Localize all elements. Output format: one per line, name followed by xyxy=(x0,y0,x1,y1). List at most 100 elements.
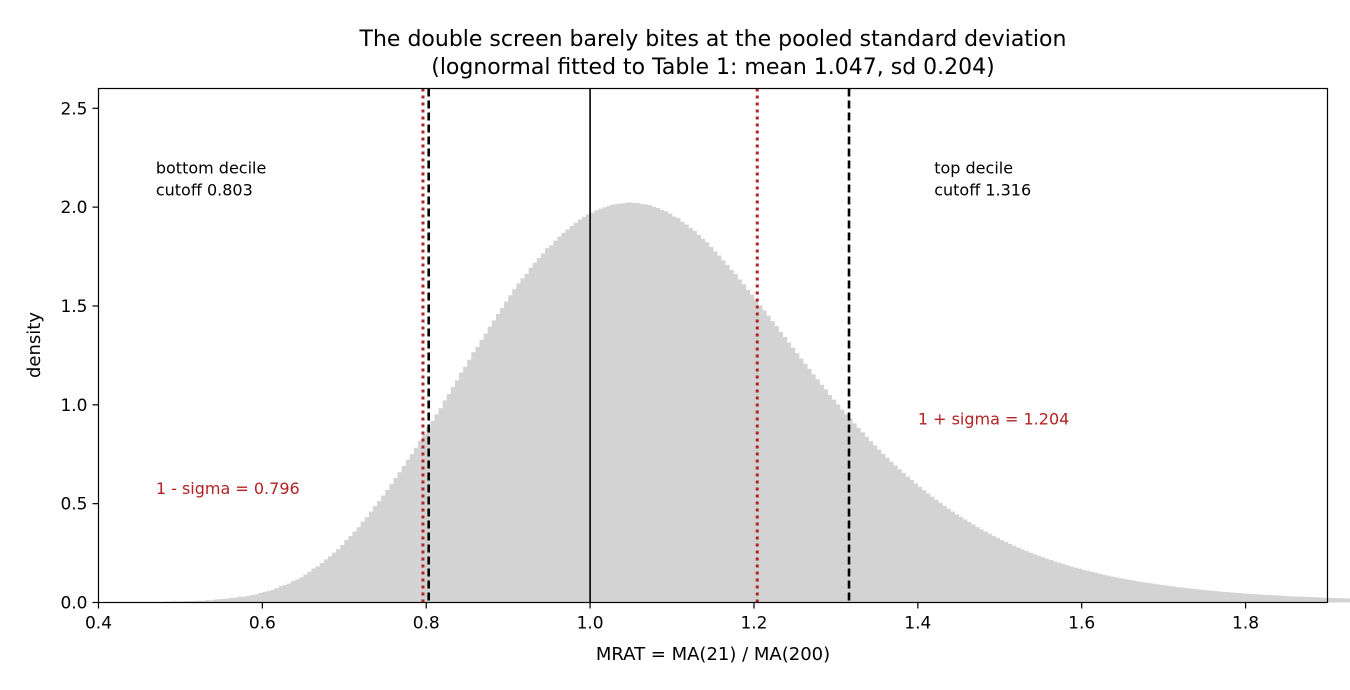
histogram-bar xyxy=(1188,588,1193,603)
histogram-bar xyxy=(254,594,259,603)
histogram-bar xyxy=(950,511,956,603)
histogram-bar xyxy=(1335,598,1341,603)
histogram-bar xyxy=(405,459,411,603)
histogram-bar xyxy=(897,469,902,603)
histogram-bar xyxy=(573,222,579,603)
histogram-bar xyxy=(221,598,226,603)
histogram-bar xyxy=(926,493,931,603)
histogram-bar xyxy=(577,219,583,603)
histogram-bar xyxy=(291,581,296,603)
histogram-bar xyxy=(794,353,800,603)
histogram-bar xyxy=(307,571,312,603)
histogram-bar xyxy=(1249,593,1255,603)
histogram-bar xyxy=(598,208,603,603)
histogram-bar xyxy=(241,596,247,603)
histogram-bar xyxy=(848,418,853,603)
histogram-bar xyxy=(930,496,935,603)
histogram-bar xyxy=(459,372,464,603)
x-axis-label: MRAT = MA(21) / MA(200) xyxy=(596,644,830,665)
histogram-bar xyxy=(811,374,816,603)
histogram-bars xyxy=(164,202,1350,603)
histogram-bar xyxy=(409,454,415,603)
histogram-bar xyxy=(1036,555,1042,603)
x-tick-label: 1.4 xyxy=(904,614,931,634)
histogram-bar xyxy=(1110,576,1115,603)
histogram-bar xyxy=(999,540,1005,603)
histogram-bar xyxy=(606,205,611,603)
histogram-bar xyxy=(266,591,271,603)
histogram-bar xyxy=(196,600,202,603)
histogram-bar xyxy=(1282,595,1287,603)
histogram-bar xyxy=(1307,596,1312,603)
histogram-bar xyxy=(835,404,841,603)
histogram-bar xyxy=(581,216,587,603)
histogram-bar xyxy=(696,234,702,603)
histogram-bar xyxy=(749,294,755,603)
histogram-bar xyxy=(1270,595,1275,603)
histogram-bar xyxy=(1057,562,1062,603)
histogram-bar xyxy=(483,333,488,603)
histogram-bar xyxy=(385,489,390,603)
histogram-bar xyxy=(762,310,767,603)
histogram-bar xyxy=(229,597,234,603)
histogram-bar xyxy=(467,359,472,603)
histogram-bar xyxy=(774,326,779,603)
histogram-bar xyxy=(442,400,448,603)
histogram-bar xyxy=(1048,559,1054,603)
histogram-bar xyxy=(758,305,763,603)
histogram-bar xyxy=(1003,542,1009,603)
histogram-bar xyxy=(909,480,915,603)
histogram-bar xyxy=(1220,591,1226,603)
histogram-bar xyxy=(250,594,255,603)
histogram-bar xyxy=(590,212,595,603)
histogram-bar xyxy=(1159,584,1164,603)
histogram-bar xyxy=(1237,593,1242,603)
histogram-bar xyxy=(1278,595,1283,603)
histogram-bar xyxy=(938,502,943,603)
histogram-bar xyxy=(680,221,685,603)
histogram-bar xyxy=(885,457,890,603)
histogram-bar xyxy=(491,320,497,603)
y-axis-label: density xyxy=(24,312,45,378)
histogram-bar xyxy=(819,384,824,603)
x-tick-label: 1.8 xyxy=(1232,614,1259,634)
histogram-bar xyxy=(1257,594,1263,603)
histogram-bar xyxy=(725,265,730,603)
histogram-bar xyxy=(454,380,460,603)
histogram-bar xyxy=(323,559,329,603)
histogram-bar xyxy=(200,600,206,603)
histogram-bar xyxy=(852,423,857,603)
histogram-bar xyxy=(524,273,529,603)
y-tick-label: 0.5 xyxy=(60,495,87,515)
histogram-bar xyxy=(1216,591,1222,603)
histogram-bar xyxy=(1229,592,1234,603)
histogram-bar xyxy=(1069,566,1074,603)
histogram-bar xyxy=(540,253,546,603)
histogram-bar xyxy=(1233,592,1238,603)
histogram-bar xyxy=(876,449,882,603)
histogram-bar xyxy=(495,313,501,603)
histogram-bar xyxy=(737,279,742,603)
histogram-bar xyxy=(1261,594,1267,603)
histogram-bar xyxy=(995,538,1001,603)
histogram-bar xyxy=(262,591,267,603)
histogram-bar xyxy=(766,315,771,603)
histogram-bar xyxy=(713,251,718,603)
histogram-bar xyxy=(1302,596,1308,603)
histogram-bar xyxy=(1175,587,1181,603)
y-tick-label: 1.5 xyxy=(60,297,87,317)
histogram-bar xyxy=(463,366,468,603)
histogram-bar xyxy=(692,231,697,603)
histogram-bar xyxy=(565,229,570,603)
histogram-bar xyxy=(381,495,386,603)
histogram-bar xyxy=(545,248,550,603)
histogram-bar xyxy=(971,524,976,603)
histogram-bar xyxy=(962,519,968,603)
histogram-bar xyxy=(1114,577,1119,603)
histogram-bar xyxy=(778,331,783,603)
histogram-bar xyxy=(389,484,394,603)
histogram-bar xyxy=(729,269,734,603)
histogram-bar xyxy=(233,597,239,603)
histogram-bar xyxy=(295,579,300,603)
histogram-bar xyxy=(717,255,722,603)
